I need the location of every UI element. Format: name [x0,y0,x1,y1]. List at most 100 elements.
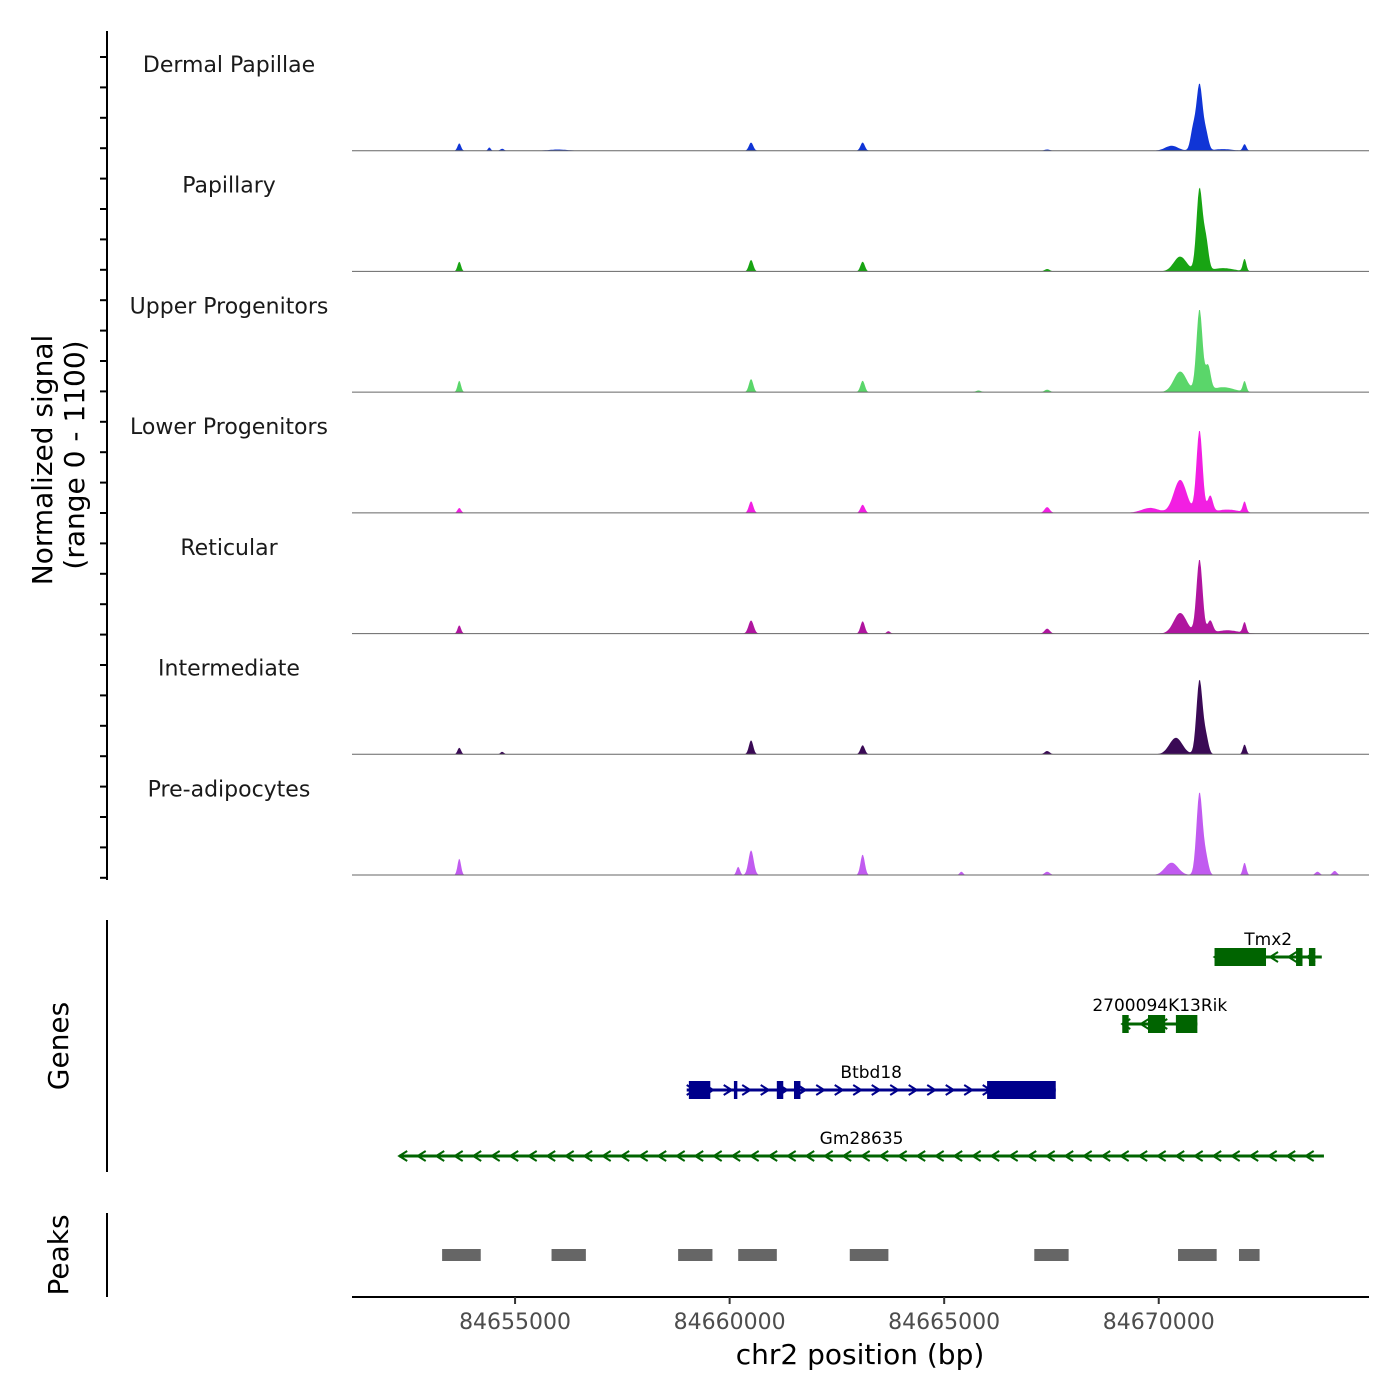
coverage-area [352,187,1369,272]
x-tick-label: 84665000 [888,1310,1000,1335]
peak-region [442,1249,481,1261]
coverage-track: Upper Progenitors [130,294,1369,393]
track-label: Upper Progenitors [130,294,329,319]
strand-arrow [1268,951,1279,963]
gene-label: Gm28635 [820,1129,904,1149]
track-label: Dermal Papillae [143,53,315,78]
strand-arrow [508,1150,519,1162]
peak-region [849,1249,889,1261]
strand-arrow [723,1084,734,1096]
exon-block [1214,948,1267,966]
x-axis-title: chr2 position (bp) [736,1338,985,1371]
strand-arrow [767,1150,778,1162]
peak-region [551,1249,586,1261]
coverage-area [352,310,1369,393]
track-label: Papillary [182,174,276,199]
strand-arrow [471,1150,482,1162]
strand-arrow [656,1150,667,1162]
gene-label: 2700094K13Rik [1092,996,1227,1016]
strand-arrow [878,1150,889,1162]
strand-arrow [434,1150,445,1162]
strand-arrow [600,1150,612,1162]
strand-arrow [1044,1150,1056,1162]
exon-block [1122,1015,1129,1033]
gene-label: Btbd18 [840,1063,902,1083]
strand-arrow [489,1150,501,1162]
strand-arrow [989,1150,1000,1162]
strand-arrow [1063,1150,1074,1162]
strand-arrow [804,1150,815,1162]
exon-block [793,1081,801,1099]
coverage-area [352,560,1369,634]
strand-arrow [637,1150,649,1162]
strand-arrow [1138,1018,1150,1030]
track-label: Intermediate [158,657,300,682]
strand-arrow [1081,1150,1093,1162]
strand-arrow [1100,1150,1111,1162]
strand-arrow [785,1150,797,1162]
strand-arrow [933,1150,945,1162]
strand-arrow [1285,1150,1296,1162]
strand-arrow [1174,1150,1185,1162]
x-tick-label: 84670000 [1103,1310,1215,1335]
strand-arrow [859,1150,871,1162]
strand-arrow [741,1084,753,1096]
strand-arrow [674,1150,686,1162]
strand-arrow [963,1084,975,1096]
y-axis-title-line2: (range 0 - 1100) [58,340,91,569]
strand-arrow [1137,1150,1148,1162]
strand-arrow [1229,1150,1241,1162]
gene-model: Tmx2 [1212,930,1322,966]
gene-model: Btbd18 [686,1063,1056,1099]
strand-arrow [822,1150,834,1162]
peak-region [1034,1249,1069,1261]
x-tick-label: 84655000 [459,1310,571,1335]
track-label: Reticular [180,536,278,561]
peak-region [678,1249,713,1261]
strand-arrow [1026,1150,1037,1162]
strand-arrow [841,1150,852,1162]
coverage-area [352,83,1369,151]
peak-region [1238,1249,1260,1261]
coverage-area [352,792,1369,875]
strand-arrow [619,1150,630,1162]
strand-arrow [1118,1150,1130,1162]
strand-arrow [748,1150,760,1162]
strand-arrow [871,1084,882,1096]
strand-arrow [526,1150,538,1162]
gene-label: Tmx2 [1243,930,1292,950]
coverage-track: Reticular [180,536,1369,635]
strand-arrow [730,1150,741,1162]
strand-arrow [1286,951,1298,963]
gene-model: Gm28635 [397,1129,1324,1162]
exon-block [1175,1015,1198,1033]
exon-block [1308,948,1316,966]
exon-block [1148,1015,1166,1033]
strand-arrow [1155,1150,1167,1162]
coverage-area [352,679,1369,755]
strand-arrow [908,1084,919,1096]
coverage-track: Dermal Papillae [143,53,1369,152]
genes-axis-title: Genes [42,1002,75,1090]
strand-arrow [945,1084,956,1096]
strand-arrow [1303,1150,1315,1162]
strand-arrow [970,1150,982,1162]
coverage-area [352,431,1369,513]
strand-arrow [834,1084,845,1096]
strand-arrow [852,1084,864,1096]
strand-arrow [896,1150,908,1162]
exon-block [987,1081,1056,1099]
coverage-track: Pre-adipocytes [148,777,1369,876]
coverage-track: Papillary [182,174,1369,272]
coverage-tracks: Dermal Papillae Papillary Upper Progenitor… [130,53,1369,876]
strand-arrow [915,1150,926,1162]
strand-arrow [397,1150,408,1162]
strand-arrow [563,1150,575,1162]
strand-arrow [415,1150,427,1162]
strand-arrow [815,1084,827,1096]
gene-annotation-track: Tmx2 2700094K13Rik Btbd18 Gm28635 [397,930,1324,1162]
gene-model: 2700094K13Rik [1092,996,1227,1033]
coverage-y-axis [100,31,108,880]
x-axis-ticks: 84655000 84660000 84665000 84670000 [459,1297,1215,1335]
strand-arrow [1007,1150,1019,1162]
